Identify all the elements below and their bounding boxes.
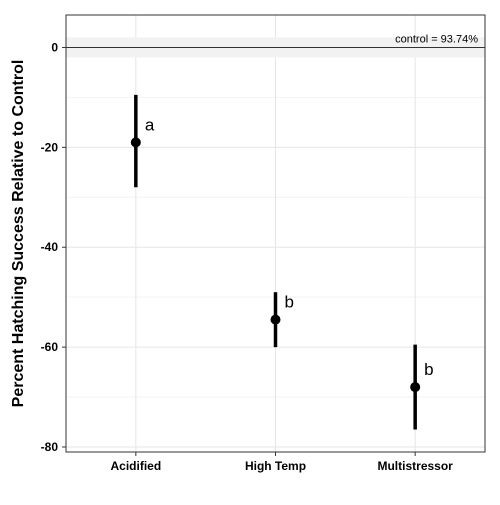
y-axis-title: Percent Hatching Success Relative to Con… [10,60,27,408]
y-tick-label: -40 [41,240,59,254]
panel-border [65,14,486,453]
group-label: a [145,115,155,134]
data-point [410,382,421,393]
y-tick-label: -80 [41,440,59,454]
reference-layer: control = 93.74% [66,33,485,48]
control-reference-label: control = 93.74% [395,33,478,45]
x-tick-label: Acidified [110,459,161,473]
axis-layer: 0 -20 -40 -60 -80 Acidified High Temp Multistre… [41,40,454,473]
y-tick-label: -60 [41,340,59,354]
group-label: b [424,360,433,379]
y-tick-label: 0 [51,40,58,54]
data-point [270,314,281,325]
group-label: b [285,293,294,312]
x-tick-label: Multistressor [377,459,453,473]
y-tick-label: -20 [41,140,59,154]
grid-layer [66,15,485,452]
data-point [130,137,141,148]
x-tick-label: High Temp [245,459,306,473]
mark-layer: a b b [130,94,434,430]
